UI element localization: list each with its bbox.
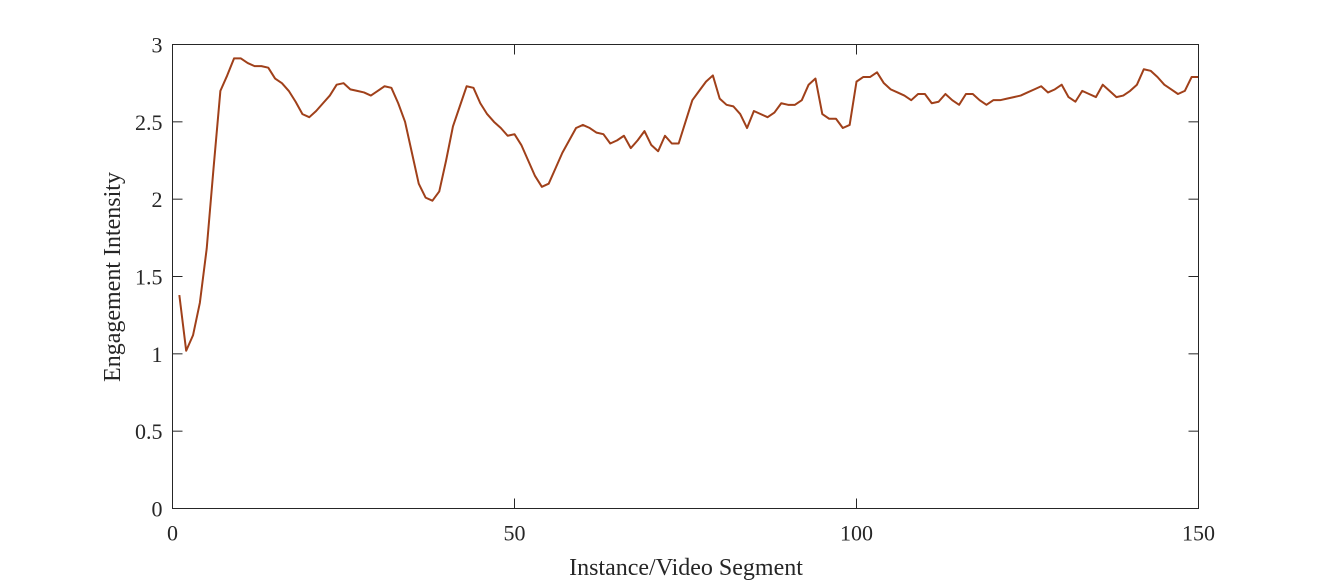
y-tick-label: 2	[152, 187, 163, 212]
x-axis-label: Instance/Video Segment	[569, 555, 803, 581]
x-tick-label: 100	[840, 521, 873, 546]
y-tick-label: 0.5	[135, 419, 163, 444]
y-tick-label: 1.5	[135, 265, 163, 290]
y-tick-label: 3	[152, 33, 163, 58]
x-tick-label: 150	[1182, 521, 1215, 546]
ticks-layer: 0 50 100 150 0 0.5 1 1.5 2 2.5 3	[135, 33, 1215, 546]
y-axis-label: Engagement Intensity	[100, 172, 126, 382]
y-tick-label: 1	[152, 342, 163, 367]
plot-layer	[178, 57, 1199, 352]
plot-frame	[172, 44, 1199, 509]
x-tick-label: 0	[167, 521, 178, 546]
x-tick-label: 50	[504, 521, 526, 546]
y-tick-label: 0	[152, 497, 163, 522]
series-line	[178, 57, 1199, 352]
y-tick-label: 2.5	[135, 110, 163, 135]
